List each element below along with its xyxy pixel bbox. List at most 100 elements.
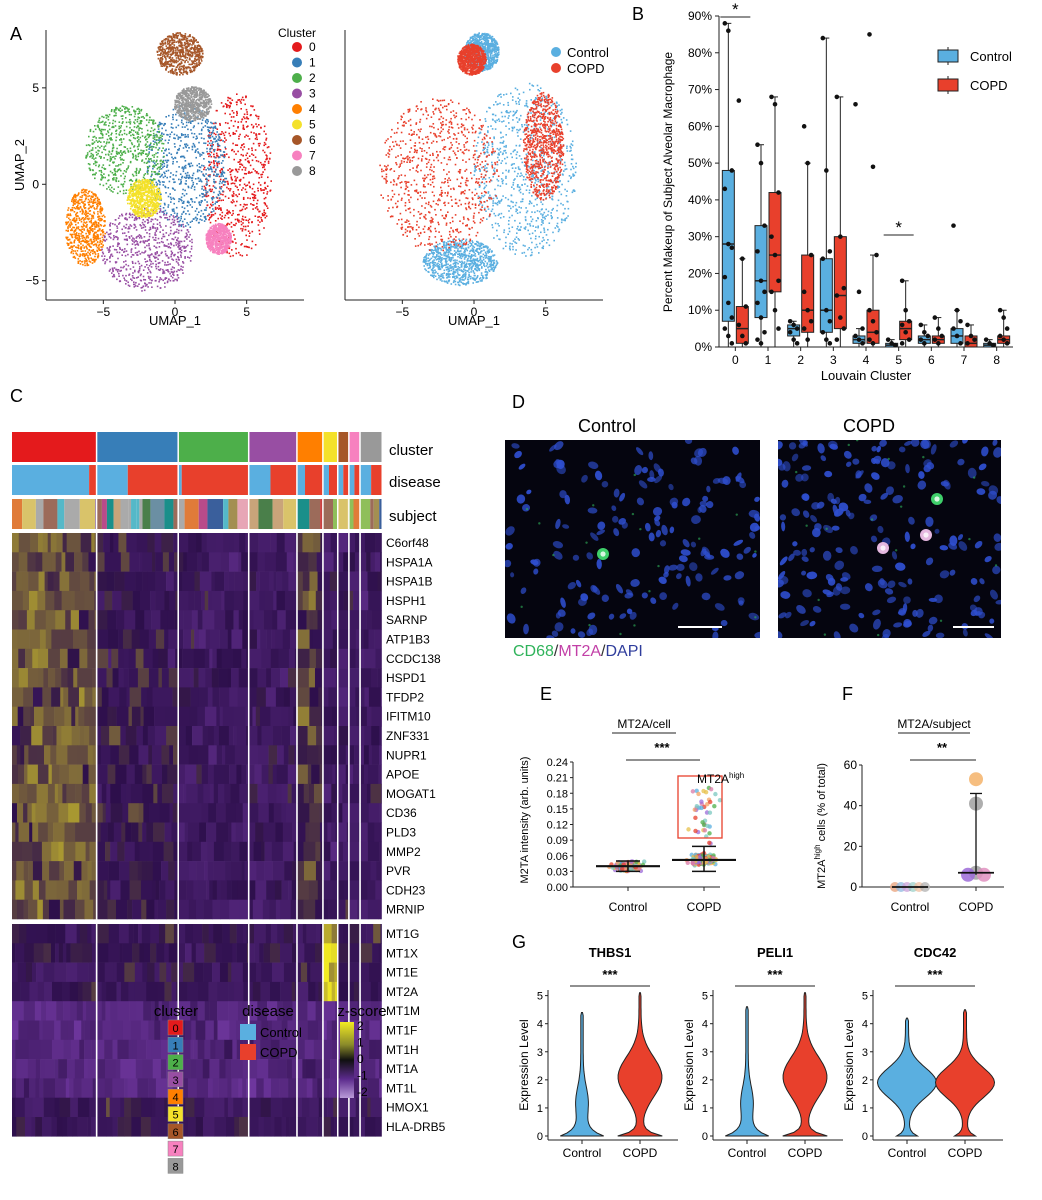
umap-point [144, 240, 147, 242]
umap-point [146, 219, 149, 221]
umap-point [248, 218, 251, 221]
umap-point [148, 190, 151, 193]
umap-point [84, 198, 87, 201]
umap-point [226, 223, 228, 226]
umap-point [257, 142, 260, 145]
umap-point [168, 39, 170, 42]
umap-point [181, 47, 183, 49]
umap-point [214, 240, 217, 242]
umap-point [172, 127, 174, 129]
umap-point [111, 267, 114, 270]
umap-point [128, 237, 131, 239]
umap-point [149, 278, 151, 281]
umap-point [147, 185, 149, 188]
umap-point [91, 262, 94, 264]
umap-point [106, 188, 108, 190]
umap-point [120, 130, 122, 132]
umap-point [169, 41, 171, 44]
umap-point [250, 114, 252, 116]
umap-point [227, 222, 229, 225]
umap-point [220, 246, 223, 248]
umap-point [97, 152, 99, 155]
umap-point [87, 255, 89, 257]
umap-point [132, 183, 135, 185]
umap-point [265, 215, 268, 217]
umap-point [96, 125, 99, 127]
umap-point [159, 215, 161, 218]
umap-point [170, 198, 173, 201]
umap-point [216, 173, 218, 175]
umap-point [233, 200, 235, 203]
umap-point [194, 44, 196, 47]
umap-point [155, 209, 158, 211]
umap-point [139, 199, 141, 201]
umap-point [132, 211, 135, 213]
umap-point [161, 41, 164, 44]
umap-point [136, 126, 138, 129]
umap-point [92, 249, 95, 251]
umap-point [83, 228, 85, 230]
umap-point [73, 220, 76, 223]
umap-point [98, 225, 100, 228]
umap-point [242, 228, 244, 230]
umap-point [144, 208, 146, 210]
umap-point [129, 192, 131, 195]
umap-point [76, 201, 78, 204]
umap-point [257, 224, 260, 226]
umap-point [116, 238, 119, 241]
umap-point [126, 218, 128, 221]
umap-point [258, 233, 261, 235]
umap-point [197, 177, 199, 180]
umap-point [134, 214, 137, 216]
umap-point [86, 154, 89, 156]
umap-point [198, 54, 201, 56]
umap-point [206, 191, 209, 193]
umap-point [249, 232, 251, 234]
umap-point [141, 200, 144, 202]
umap-point [157, 258, 159, 260]
umap-point [172, 72, 174, 74]
umap-point [222, 243, 224, 246]
umap-point [172, 33, 174, 35]
umap-point [241, 254, 244, 257]
umap-point [240, 227, 242, 230]
umap-point [209, 154, 211, 156]
umap-point [123, 265, 125, 268]
umap-point [262, 171, 264, 173]
umap-point [150, 266, 153, 268]
umap-point [78, 240, 80, 242]
umap-point [206, 201, 208, 203]
umap-point [163, 48, 166, 51]
umap-point [155, 199, 158, 202]
umap-point [180, 56, 182, 58]
umap-point [145, 204, 147, 207]
umap-point [201, 192, 203, 195]
umap-point [179, 246, 182, 249]
umap-point [126, 107, 128, 109]
umap-point [141, 196, 143, 199]
umap-point [129, 212, 131, 215]
umap-point [113, 236, 116, 239]
umap-point [212, 214, 215, 216]
umap-point [205, 121, 207, 123]
umap-point [71, 223, 73, 226]
umap-point [79, 229, 82, 232]
umap-point [172, 158, 175, 160]
umap-point [167, 46, 169, 49]
umap-point [171, 258, 173, 260]
umap-point [211, 135, 214, 138]
umap-point [125, 106, 127, 109]
umap-point [260, 216, 262, 219]
umap-point [149, 228, 152, 230]
umap-point [97, 230, 99, 232]
umap-point [207, 144, 209, 146]
umap-point [155, 193, 157, 195]
umap-point [201, 196, 204, 198]
umap-point [153, 178, 155, 180]
umap-point [241, 164, 244, 167]
umap-point [122, 159, 125, 161]
umap-point [182, 147, 185, 149]
umap-point [146, 166, 149, 168]
umap-point [182, 37, 185, 39]
umap-point [82, 239, 84, 242]
